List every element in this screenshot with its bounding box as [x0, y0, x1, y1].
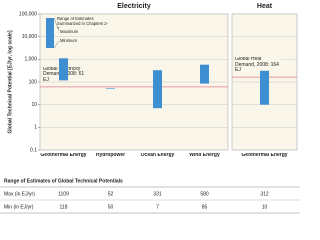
legend-max-line: [53, 17, 60, 32]
range-bar: [106, 88, 115, 90]
table-cell: 85: [202, 204, 208, 210]
table-row-label: Min (in EJ/yr): [4, 204, 34, 210]
table-cell: 580: [200, 191, 209, 197]
table-cell: 52: [108, 191, 114, 197]
chart: Global Technical Potential [EJ/yr, log s…: [0, 3, 300, 214]
panel-title: Heat: [257, 3, 273, 10]
y-tick-label: 100: [29, 79, 38, 85]
table-cell: 50: [108, 204, 114, 210]
reference-label-box: Global Heat Demand, 2008: 164 EJ: [235, 57, 281, 72]
table-cell: 118: [60, 204, 68, 210]
reference-label: Global Heat Demand, 2008: 164 EJ: [235, 57, 281, 72]
legend-label: Minimum: [60, 38, 77, 43]
legend-min-line: [53, 40, 60, 49]
y-axis-label: Global Technical Potential [EJ/yr, log s…: [7, 30, 13, 133]
x-tick-label: Wind Energy: [189, 153, 220, 158]
table-cell: 331: [153, 191, 162, 197]
y-tick-label: 100,000: [19, 11, 37, 17]
panel-title: Electricity: [117, 3, 151, 10]
x-tick-label: Hydropower: [95, 153, 126, 158]
table-cell: 312: [260, 191, 269, 197]
range-bar: [59, 58, 68, 81]
y-tick-label: 1: [34, 125, 37, 131]
x-tick-label-box: Geothermal Energy: [40, 153, 87, 158]
legend-swatch: [46, 18, 54, 48]
legend-label: Maximum: [60, 29, 79, 34]
x-tick-label-box: Geothermal Energy: [241, 153, 288, 158]
x-tick-label-box: Wind Energy: [189, 153, 220, 158]
table-row-label: Max (in EJ/yr): [4, 191, 35, 197]
x-tick-label: Geothermal Energy: [241, 153, 288, 158]
x-tick-label-box: Hydropower: [95, 153, 126, 158]
range-bar: [153, 70, 162, 109]
table-cell: 7: [156, 204, 159, 210]
x-tick-label: Ocean Energy: [140, 153, 175, 158]
y-tick-label: 1,000: [24, 57, 37, 63]
legend-label-box: Range of Estimates Summarized in Chapter…: [57, 17, 108, 29]
y-tick-label: 10,000: [22, 34, 38, 40]
range-bar: [200, 64, 209, 84]
x-tick-label: Geothermal Energy: [40, 153, 87, 158]
x-tick-label-box: Ocean Energy: [140, 153, 175, 158]
table-title: Range of Estimates of Global Technical P…: [4, 178, 123, 184]
table-cell: 10: [262, 204, 268, 210]
y-tick-label: 10: [31, 102, 37, 108]
range-bar: [260, 70, 269, 105]
table-cell: 1109: [58, 191, 69, 197]
legend-label: Range of Estimates Summarized in Chapter…: [57, 17, 108, 29]
y-tick-label: 0.1: [30, 147, 37, 153]
